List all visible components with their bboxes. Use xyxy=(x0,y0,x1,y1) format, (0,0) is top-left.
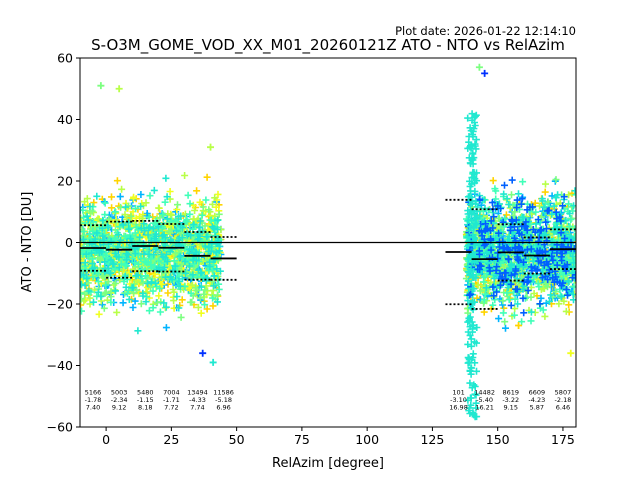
bin-count-label-2: 5480 xyxy=(137,388,154,396)
x-tick-label-2: 50 xyxy=(229,432,245,447)
outlier-point-1 xyxy=(115,85,123,93)
bin-std-label-10: 6.46 xyxy=(556,403,570,411)
bin-mean-label-3: -1.71 xyxy=(163,396,180,404)
bin-count-label-6: 101 xyxy=(452,388,464,396)
bin-std-label-4: 7.74 xyxy=(190,403,204,411)
bin-std-label-0: 7.40 xyxy=(86,403,100,411)
outlier-point-0 xyxy=(97,82,105,90)
bin-count-label-4: 13494 xyxy=(187,388,208,396)
chart-title: S-O3M_GOME_VOD_XX_M01_20260121Z ATO - NT… xyxy=(91,36,565,55)
axes-layer: 0 25 50 75 100 125 150 175 −60 −40 −20 0 20 40 60 xyxy=(47,51,577,447)
bin-mean-label-8: -3.22 xyxy=(502,396,519,404)
bin-std-label-7: 16.21 xyxy=(475,403,494,411)
x-axis-label: RelAzim [degree] xyxy=(272,456,384,471)
bin-mean-label-6: -3.10 xyxy=(450,396,467,404)
outlier-point-4 xyxy=(475,63,483,71)
bin-std-label-8: 9.15 xyxy=(503,403,517,411)
outlier-point-3 xyxy=(209,358,217,366)
bin-count-label-0: 5166 xyxy=(85,388,102,396)
y-tick-label-6: 60 xyxy=(57,51,73,66)
bin-std-label-2: 8.18 xyxy=(138,403,152,411)
outlier-point-5 xyxy=(481,69,489,77)
x-tick-label-5: 125 xyxy=(420,432,444,447)
outlier-point-7 xyxy=(199,349,207,357)
bin-mean-label-5: -5.18 xyxy=(215,396,232,404)
bin-mean-label-4: -4.33 xyxy=(189,396,206,404)
stats-layer: 5166-1.787.40 5003-2.349.12 5480-1.158.18 7… xyxy=(80,198,576,411)
bin-mean-label-2: -1.15 xyxy=(137,396,154,404)
bin-std-label-1: 9.12 xyxy=(112,403,126,411)
outlier-point-8 xyxy=(515,322,523,330)
bin-mean-label-10: -2.18 xyxy=(555,396,572,404)
x-tick-label-6: 150 xyxy=(486,432,510,447)
x-tick-label-0: 0 xyxy=(102,432,110,447)
plot-date: Plot date: 2026-01-22 12:14:10 xyxy=(395,24,576,38)
bin-count-label-9: 6609 xyxy=(529,388,546,396)
y-tick-label-1: −40 xyxy=(47,358,73,373)
x-tick-label-7: 175 xyxy=(551,432,575,447)
bin-mean-label-1: -2.34 xyxy=(111,396,128,404)
x-tick-label-4: 100 xyxy=(355,432,379,447)
bin-std-label-6: 16.98 xyxy=(449,403,468,411)
bin-count-label-8: 8619 xyxy=(502,388,519,396)
x-tick-label-3: 75 xyxy=(294,432,310,447)
bin-count-label-10: 5807 xyxy=(555,388,572,396)
y-tick-label-3: 0 xyxy=(65,235,73,250)
bin-mean-label-9: -4.23 xyxy=(528,396,545,404)
bin-std-label-3: 7.72 xyxy=(164,403,178,411)
y-tick-label-4: 20 xyxy=(57,174,73,189)
y-axis-label: ATO - NTO [DU] xyxy=(20,192,35,293)
outlier-point-2 xyxy=(207,143,215,151)
scatter-streak xyxy=(464,110,481,421)
x-tick-label-1: 25 xyxy=(163,432,179,447)
bin-count-label-1: 5003 xyxy=(111,388,128,396)
y-tick-label-2: −20 xyxy=(47,297,73,312)
bin-count-label-3: 7004 xyxy=(163,388,180,396)
bin-mean-label-7: -5.40 xyxy=(476,396,493,404)
bin-std-label-9: 5.87 xyxy=(530,403,544,411)
bin-std-label-5: 6.96 xyxy=(216,403,230,411)
bin-count-label-7: 14482 xyxy=(474,388,495,396)
bin-mean-label-0: -1.78 xyxy=(85,396,102,404)
y-tick-label-5: 40 xyxy=(57,112,73,127)
y-tick-label-0: −60 xyxy=(47,420,73,435)
outlier-point-6 xyxy=(567,349,575,357)
bin-count-label-5: 11586 xyxy=(213,388,234,396)
